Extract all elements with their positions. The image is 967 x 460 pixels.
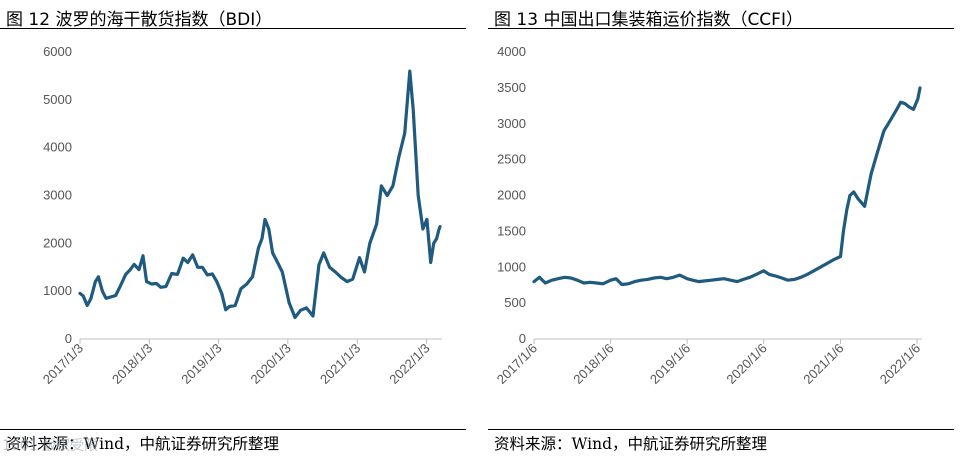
x-tick-label: 2019/1/3 xyxy=(178,341,224,387)
x-tick-label: 2017/1/6 xyxy=(494,341,540,387)
series-line xyxy=(78,69,442,320)
bdi-line-chart: 0 1000 2000 3000 4000 5000 6000 2017/1/3 2018/1/… xyxy=(40,44,442,387)
chart-title: 图 13 中国出口集装箱运价指数（CCFI） xyxy=(494,10,803,30)
x-tick: 2019/1/6 xyxy=(647,341,693,387)
x-tick: 2022/1/3 xyxy=(386,341,432,387)
y-tick-label: 2500 xyxy=(497,152,526,167)
x-tick: 2021/1/3 xyxy=(317,341,363,387)
y-tick: 1000 xyxy=(497,259,526,274)
y-tick: 2000 xyxy=(497,188,526,203)
x-tick: 2019/1/3 xyxy=(178,341,224,387)
source-divider xyxy=(488,429,954,430)
y-tick-label: 3000 xyxy=(497,116,526,131)
ccfi-chart-panel: 图 13 中国出口集装箱运价指数（CCFI） 0 500 1000 1500 2000 2… xyxy=(488,0,963,460)
x-tick-label: 2022/1/3 xyxy=(386,341,432,387)
y-tick: 500 xyxy=(504,295,526,310)
y-tick-label: 3000 xyxy=(43,188,72,203)
chart-title: 图 12 波罗的海干散货指数（BDI） xyxy=(6,10,273,30)
y-tick: 5000 xyxy=(43,92,72,107)
title-divider xyxy=(0,28,466,29)
x-tick: 2017/1/6 xyxy=(494,341,540,387)
chart-source: 资料来源：Wind，中航证券研究所整理 xyxy=(494,435,768,453)
x-tick-label: 2018/1/3 xyxy=(109,341,155,387)
x-tick: 2017/1/3 xyxy=(40,341,86,387)
y-tick: 2000 xyxy=(43,235,72,250)
bdi-chart-panel: 图 12 波罗的海干散货指数（BDI） 0 1000 2000 3000 4000 500… xyxy=(0,0,475,460)
x-tick-label: 2020/1/3 xyxy=(248,341,294,387)
y-tick: 3000 xyxy=(497,116,526,131)
y-tick-label: 2000 xyxy=(43,235,72,250)
y-tick: 2500 xyxy=(497,152,526,167)
y-tick-label: 1500 xyxy=(497,223,526,238)
y-tick-label: 4000 xyxy=(43,140,72,155)
y-tick-label: 3500 xyxy=(497,80,526,95)
x-tick-label: 2021/1/3 xyxy=(317,341,363,387)
y-tick: 6000 xyxy=(43,44,72,59)
x-tick: 2020/1/3 xyxy=(248,341,294,387)
x-tick-label: 2022/1/6 xyxy=(877,341,923,387)
title-divider xyxy=(488,28,954,29)
y-tick-label: 6000 xyxy=(43,44,72,59)
y-tick-label: 4000 xyxy=(497,44,526,59)
y-tick-label: 5000 xyxy=(43,92,72,107)
x-tick: 2018/1/3 xyxy=(109,341,155,387)
x-tick: 2022/1/6 xyxy=(877,341,923,387)
y-tick-label: 2000 xyxy=(497,188,526,203)
watermark: 1001 版权受限 xyxy=(2,438,99,454)
x-tick: 2018/1/6 xyxy=(570,341,616,387)
y-tick: 3000 xyxy=(43,188,72,203)
y-tick-label: 1000 xyxy=(43,283,72,298)
y-tick: 4000 xyxy=(497,44,526,59)
y-tick-label: 0 xyxy=(65,331,72,346)
series-line xyxy=(532,86,922,287)
x-tick: 2020/1/6 xyxy=(723,341,769,387)
chart-source: 资料来源：Wind，中航证券研究所整理 xyxy=(6,435,280,453)
y-tick: 1500 xyxy=(497,223,526,238)
y-tick: 3500 xyxy=(497,80,526,95)
x-tick-label: 2018/1/6 xyxy=(570,341,616,387)
y-tick: 4000 xyxy=(43,140,72,155)
y-tick: 0 xyxy=(65,331,72,346)
y-tick: 0 xyxy=(519,331,526,346)
y-tick-label: 0 xyxy=(519,331,526,346)
y-tick-label: 500 xyxy=(504,295,526,310)
source-divider xyxy=(0,429,466,430)
x-tick-label: 2021/1/6 xyxy=(800,341,846,387)
y-tick-label: 1000 xyxy=(497,259,526,274)
x-tick: 2021/1/6 xyxy=(800,341,846,387)
x-tick-label: 2019/1/6 xyxy=(647,341,693,387)
y-tick: 1000 xyxy=(43,283,72,298)
x-tick-label: 2020/1/6 xyxy=(723,341,769,387)
x-tick-label: 2017/1/3 xyxy=(40,341,86,387)
ccfi-line-chart: 0 500 1000 1500 2000 2500 3000 3500 4000 2017/1/6… xyxy=(494,44,923,387)
